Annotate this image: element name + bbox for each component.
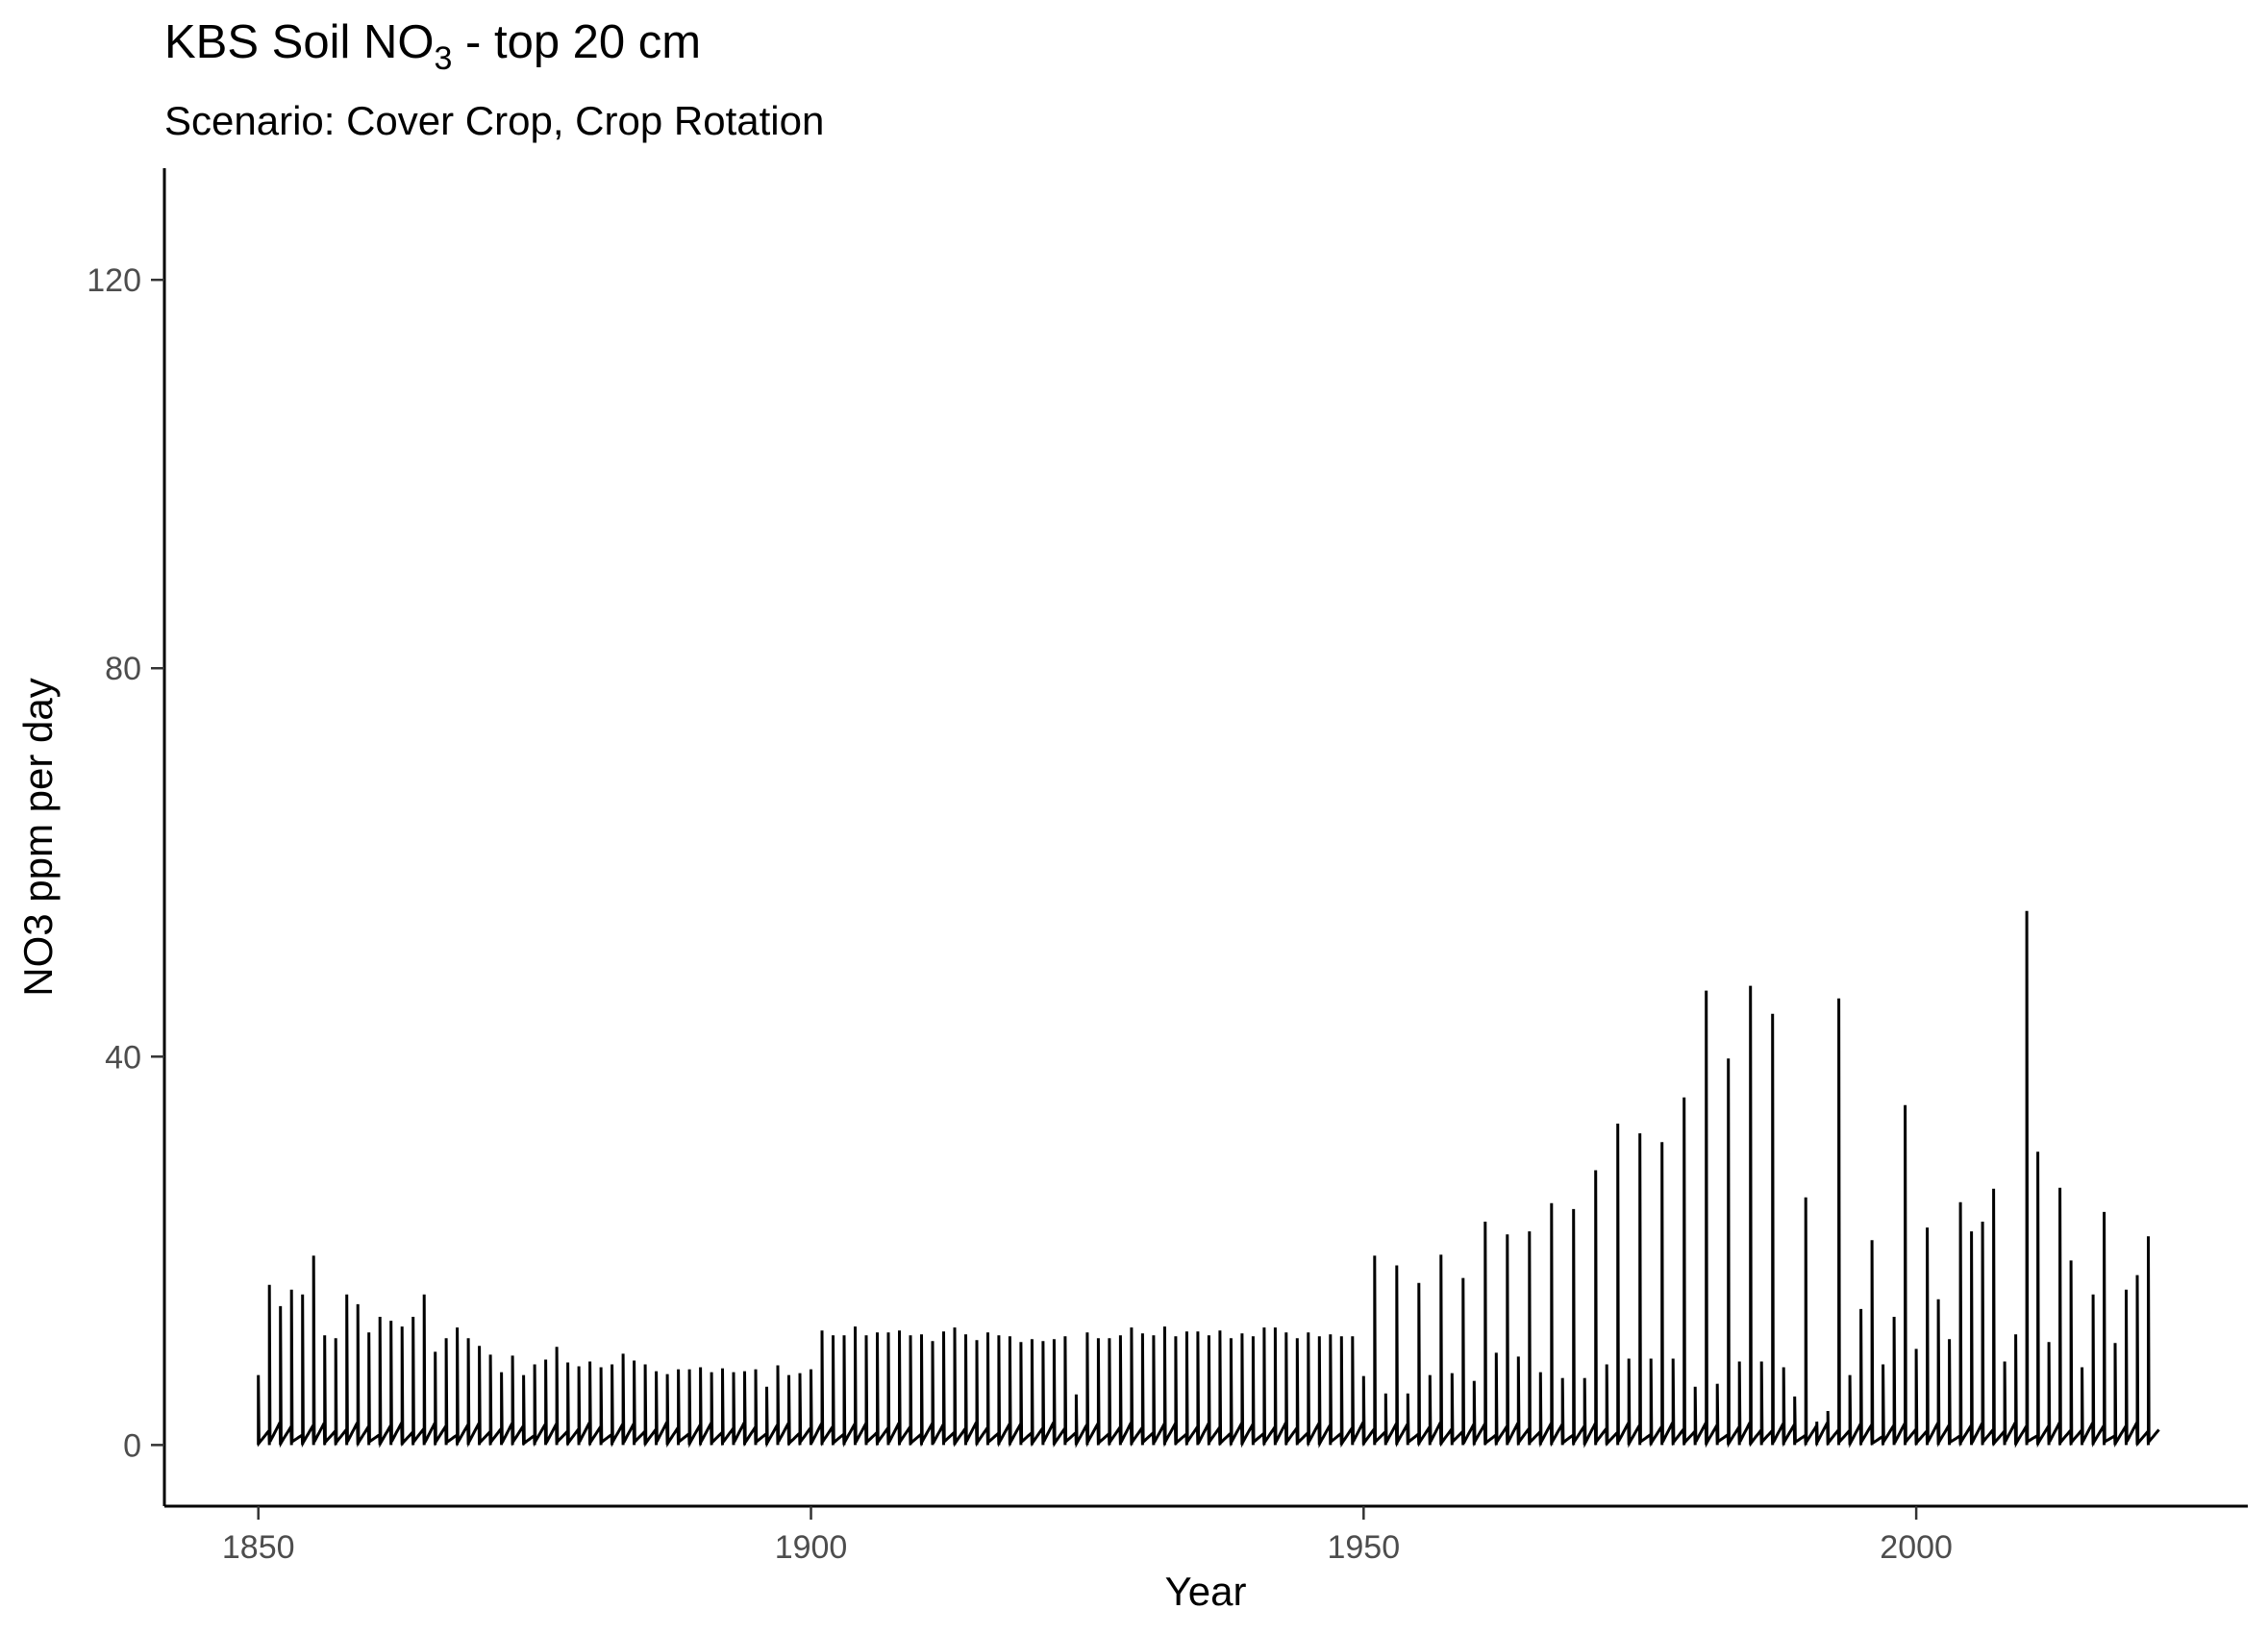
x-tick-label: 1900 <box>775 1529 848 1566</box>
y-axis-ticks: 0 40 80 120 <box>87 262 164 1464</box>
y-axis-title: NO3 ppm per day <box>15 678 61 997</box>
y-tick-label: 80 <box>105 651 141 687</box>
chart-subtitle: Scenario: Cover Crop, Crop Rotation <box>164 98 824 143</box>
x-axis-title: Year <box>1165 1569 1247 1614</box>
x-tick-label: 2000 <box>1880 1529 1953 1566</box>
y-tick-label: 0 <box>123 1427 141 1464</box>
x-tick-label: 1850 <box>222 1529 295 1566</box>
y-tick-label: 40 <box>105 1039 141 1076</box>
chart-title-main: KBS Soil NO <box>164 16 434 68</box>
x-axis-ticks: 1850 1900 1950 2000 <box>222 1506 1953 1566</box>
chart-title-subscript: 3 <box>434 40 452 77</box>
chart-title-suffix: - top 20 cm <box>452 16 701 68</box>
y-tick-label: 120 <box>87 262 141 299</box>
x-tick-label: 1950 <box>1327 1529 1400 1566</box>
plot-area: 1850 1900 1950 2000 0 40 80 120 <box>87 168 2248 1566</box>
data-layer <box>257 910 2160 1448</box>
series-line <box>257 910 2160 1448</box>
chart-title: KBS Soil NO3 - top 20 cm <box>164 16 701 77</box>
